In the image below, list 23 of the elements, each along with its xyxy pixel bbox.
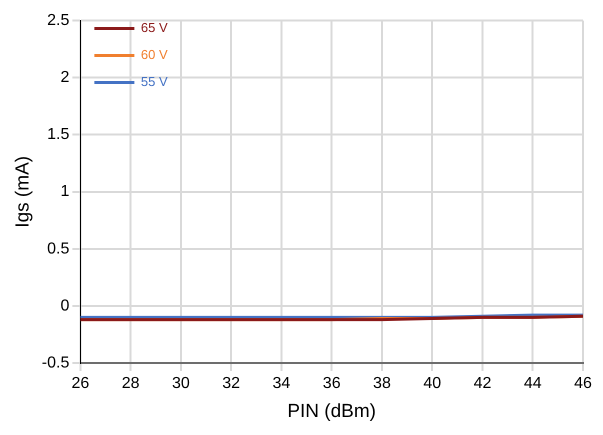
legend-label: 60 V bbox=[140, 47, 168, 62]
x-axis-title: PIN (dBm) bbox=[287, 400, 376, 422]
y-tick-label: -0.5 bbox=[42, 354, 70, 372]
y-tick-label: 1 bbox=[60, 183, 70, 200]
y-tick-label: 1.5 bbox=[47, 126, 70, 144]
x-tick-label: 34 bbox=[272, 375, 290, 392]
y-axis-title: Igs (mA) bbox=[12, 156, 34, 228]
y-tick-label: 0.5 bbox=[47, 240, 70, 258]
x-tick-label: 30 bbox=[172, 375, 190, 392]
x-tick-label: 28 bbox=[122, 375, 140, 392]
x-tick-label: 26 bbox=[71, 375, 90, 392]
legend-label: 65 V bbox=[140, 20, 168, 36]
x-tick-label: 36 bbox=[322, 375, 341, 392]
y-tick-label: 2.5 bbox=[47, 12, 70, 30]
x-tick-label: 32 bbox=[222, 375, 240, 392]
x-tick-label: 42 bbox=[474, 375, 492, 392]
y-tick-label: 2 bbox=[60, 69, 70, 86]
legend-label: 55 V bbox=[140, 74, 168, 90]
x-tick-label: 38 bbox=[373, 375, 391, 392]
x-tick-label: 40 bbox=[423, 375, 442, 392]
x-tick-label: 46 bbox=[574, 375, 592, 392]
y-tick-label: 0 bbox=[60, 297, 70, 314]
x-tick-label: 44 bbox=[524, 375, 542, 392]
